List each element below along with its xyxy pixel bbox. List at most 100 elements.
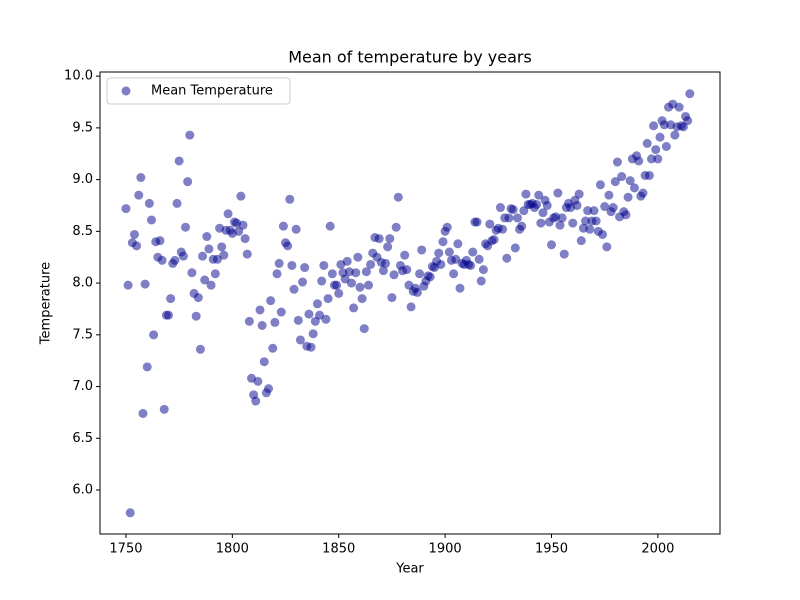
scatter-point: [608, 203, 618, 213]
scatter-point: [374, 234, 384, 244]
scatter-point: [653, 154, 663, 164]
x-tick-label: 1750: [109, 542, 142, 557]
scatter-point: [174, 156, 184, 166]
scatter-point: [236, 191, 246, 201]
scatter-point: [223, 209, 233, 219]
scatter-point: [334, 288, 344, 298]
scatter-point: [125, 508, 135, 518]
scatter-point: [121, 204, 131, 214]
scatter-point: [287, 260, 297, 270]
scatter-point: [625, 176, 635, 186]
scatter-point: [266, 296, 276, 306]
scatter-point: [191, 311, 201, 321]
scatter-point: [351, 268, 361, 278]
scatter-point: [353, 252, 363, 262]
x-tick-label: 1900: [429, 542, 462, 557]
scatter-point: [170, 255, 180, 265]
scatter-point: [274, 258, 284, 268]
scatter-point: [576, 236, 586, 246]
scatter-point: [510, 243, 520, 253]
y-tick-label: 8.5: [72, 224, 93, 239]
scatter-point: [291, 224, 301, 234]
scatter-point: [585, 224, 595, 234]
scatter-point: [455, 283, 465, 293]
y-tick-label: 9.0: [72, 172, 93, 187]
scatter-point: [655, 132, 665, 142]
scatter-point: [542, 200, 552, 210]
scatter-point: [378, 266, 388, 276]
scatter-point: [517, 221, 527, 231]
scatter-point: [453, 239, 463, 249]
scatter-point: [402, 265, 412, 275]
scatter-point: [259, 357, 269, 367]
scatter-point: [638, 188, 648, 198]
scatter-point: [393, 192, 403, 202]
scatter-point: [361, 267, 371, 277]
scatter-point: [536, 218, 546, 228]
scatter-point: [355, 282, 365, 292]
scatter-point: [385, 234, 395, 244]
scatter-point: [451, 254, 461, 264]
scatter-point: [442, 222, 452, 232]
y-tick-label: 8.0: [72, 276, 93, 291]
scatter-point: [621, 210, 631, 220]
scatter-point: [412, 287, 422, 297]
scatter-point: [193, 293, 203, 303]
legend-marker: [121, 86, 131, 96]
scatter-point: [140, 279, 150, 289]
scatter-point: [255, 305, 265, 315]
scatter-point: [164, 310, 174, 320]
scatter-point: [210, 269, 220, 279]
scatter-point: [144, 198, 154, 208]
scatter-point: [206, 280, 216, 290]
scatter-point: [438, 237, 448, 247]
y-tick-label: 10.0: [64, 69, 93, 84]
scatter-point: [555, 220, 565, 230]
scatter-point: [589, 206, 599, 216]
scatter-point: [195, 344, 205, 354]
scatter-point: [598, 229, 608, 239]
scatter-point: [242, 249, 252, 259]
scatter-point: [670, 130, 680, 140]
scatter-point: [129, 229, 139, 239]
scatter-point: [244, 316, 254, 326]
scatter-point: [574, 189, 584, 199]
x-tick-label: 1850: [322, 542, 355, 557]
legend-label: Mean Temperature: [151, 84, 273, 99]
scatter-point: [425, 272, 435, 282]
scatter-point: [340, 274, 350, 284]
scatter-point: [581, 216, 591, 226]
scatter-point: [132, 241, 142, 251]
scatter-point: [276, 307, 286, 317]
scatter-point: [604, 190, 614, 200]
x-tick-label: 1950: [535, 542, 568, 557]
scatter-point: [466, 260, 476, 270]
scatter-point: [183, 177, 193, 187]
scatter-point: [474, 254, 484, 264]
scatter-point: [406, 302, 416, 312]
scatter-point: [595, 180, 605, 190]
y-tick-label: 6.5: [72, 431, 93, 446]
scatter-point: [617, 172, 627, 182]
scatter-point: [623, 192, 633, 202]
scatter-point: [238, 220, 248, 230]
scatter-point: [349, 303, 359, 313]
scatter-point: [415, 269, 425, 279]
scatter-point: [642, 138, 652, 148]
scatter-point: [591, 216, 601, 226]
scatter-point: [383, 242, 393, 252]
scatter-point: [357, 294, 367, 304]
scatter-point: [644, 170, 654, 180]
scatter-point: [166, 294, 176, 304]
scatter-point: [538, 208, 548, 218]
scatter-point: [610, 177, 620, 187]
scatter-point: [306, 342, 316, 352]
scatter-point: [444, 247, 454, 257]
scatter-point: [253, 376, 263, 386]
scatter-point: [257, 321, 267, 331]
scatter-point: [217, 242, 227, 252]
scatter-point: [512, 213, 522, 223]
y-tick-label: 6.0: [72, 483, 93, 498]
scatter-point: [272, 269, 282, 279]
scatter-point: [123, 280, 133, 290]
